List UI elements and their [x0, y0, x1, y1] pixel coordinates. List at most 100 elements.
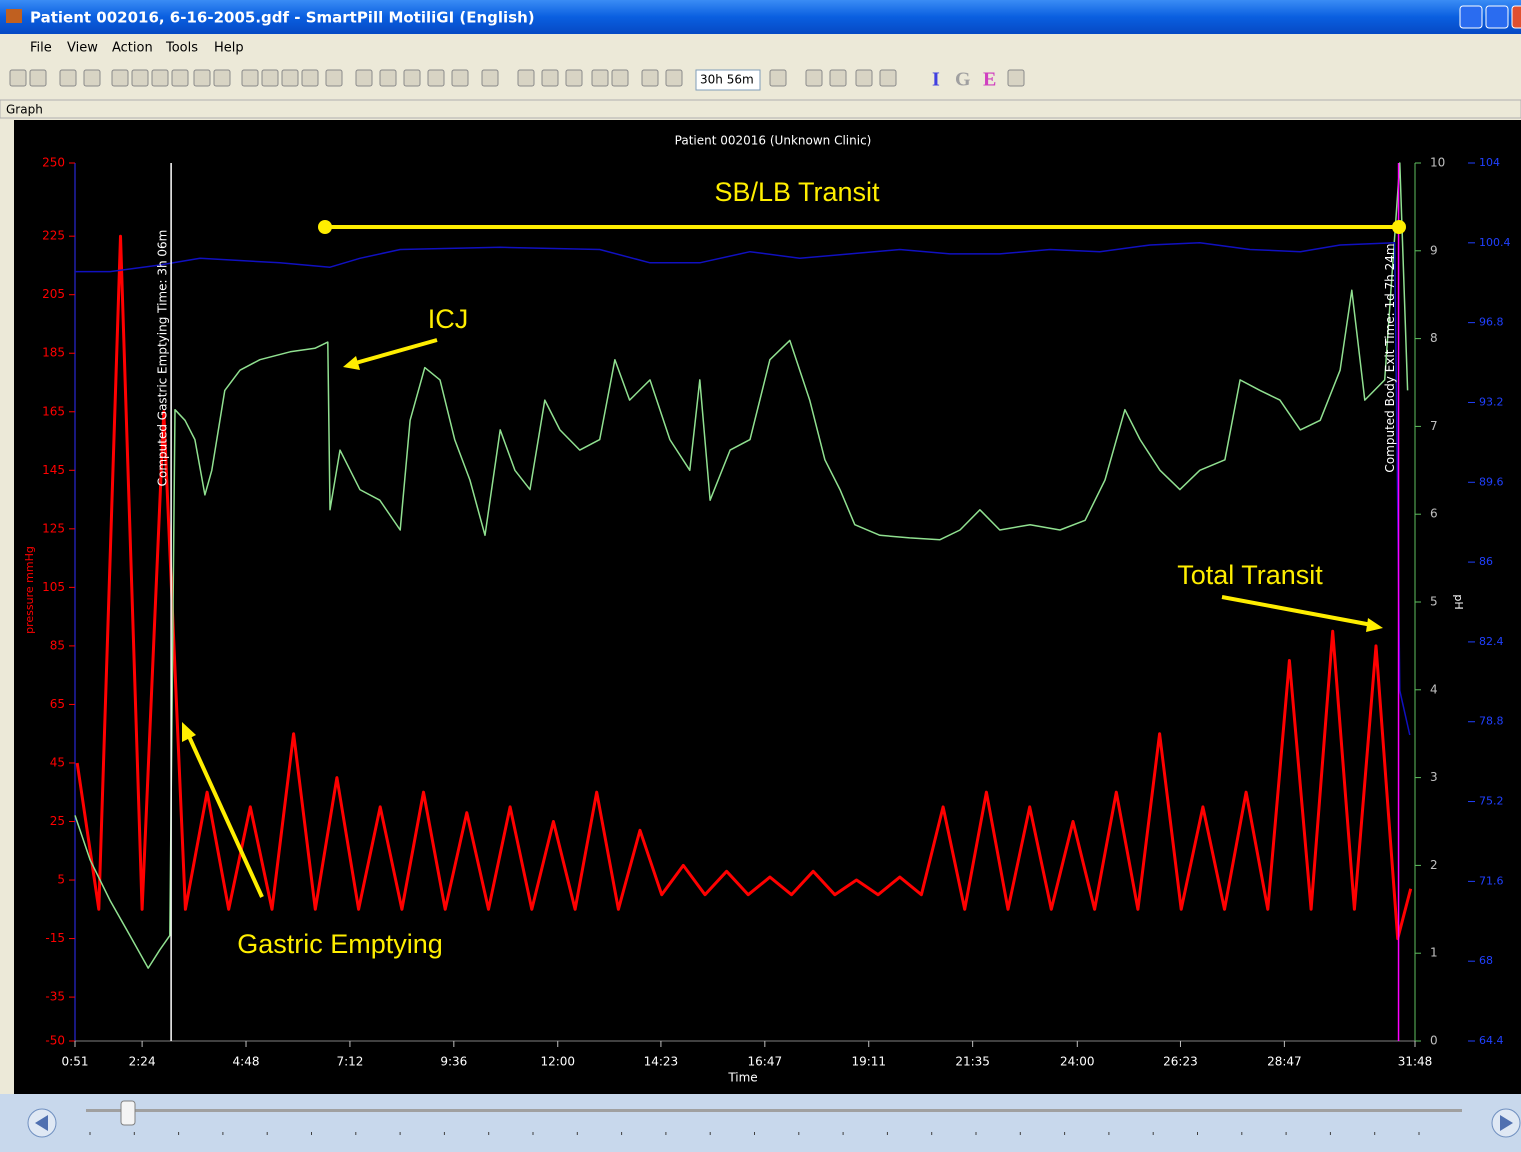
y2-tick-label: 7	[1430, 419, 1438, 433]
annotation: ICJ	[428, 304, 469, 334]
toolbar-button[interactable]	[427, 69, 445, 87]
toolbar-letter[interactable]: E	[983, 69, 996, 91]
y2-tick-label: 5	[1430, 595, 1438, 609]
time-slider-bar	[0, 1094, 1521, 1152]
toolbar-button[interactable]	[9, 69, 27, 87]
toolbar-button[interactable]	[451, 69, 469, 87]
toolbar-button[interactable]	[805, 69, 823, 87]
event-label: Computed Body Exit Time: 1d 7h 24m	[1383, 243, 1397, 472]
x-tick-label: 4:48	[233, 1055, 260, 1069]
y-tick-label: 5	[57, 873, 65, 887]
y3-tick-label: 104	[1479, 156, 1500, 169]
x-tick-label: 28:47	[1267, 1055, 1302, 1069]
toolbar-button[interactable]	[83, 69, 101, 87]
x-tick-label: 16:47	[748, 1055, 783, 1069]
toolbar-button[interactable]	[855, 69, 873, 87]
y-axis-label: pressure mmHg	[23, 546, 36, 634]
x-tick-label: 24:00	[1060, 1055, 1095, 1069]
toolbar-button[interactable]	[59, 69, 77, 87]
toolbar-button[interactable]	[769, 69, 787, 87]
toolbar-button[interactable]	[325, 69, 343, 87]
toolbar-button[interactable]	[665, 69, 683, 87]
y-tick-label: -35	[45, 990, 65, 1004]
menu-item[interactable]: Help	[214, 41, 244, 56]
arrow-head	[182, 722, 196, 742]
minimize-button[interactable]	[1459, 5, 1483, 29]
window-title: Patient 002016, 6-16-2005.gdf - SmartPil…	[30, 9, 535, 27]
toolbar-button[interactable]	[111, 69, 129, 87]
menu-item[interactable]: File	[30, 41, 52, 56]
y3-tick-label: 89.6	[1479, 475, 1504, 488]
annotation-layer: SB/LB Transit ICJ Gastric Emptying Total…	[182, 177, 1406, 959]
toolbar-button[interactable]	[241, 69, 259, 87]
toolbar-button[interactable]	[403, 69, 421, 87]
y2-tick-label: 6	[1430, 507, 1438, 521]
toolbar-button[interactable]	[611, 69, 629, 87]
y2-tick-label: 1	[1430, 946, 1438, 960]
menu-item[interactable]: View	[67, 41, 98, 56]
arrow	[351, 338, 438, 366]
slider-track	[86, 1109, 1462, 1112]
arrow	[185, 731, 264, 898]
chart-title: Patient 002016 (Unknown Clinic)	[675, 134, 872, 148]
y-tick-label: 25	[50, 814, 65, 828]
menu-item[interactable]: Action	[112, 41, 153, 56]
toolbar-button[interactable]	[131, 69, 149, 87]
zoom-combo[interactable]	[695, 69, 761, 91]
y2-tick-label: 2	[1430, 858, 1438, 872]
y2-tick-label: 10	[1430, 156, 1445, 170]
arrow-head	[343, 356, 360, 370]
y3-tick-label: 71.6	[1479, 874, 1504, 887]
toolbar-button[interactable]	[281, 69, 299, 87]
y2-tick-label: 0	[1430, 1034, 1438, 1048]
toolbar-button[interactable]	[481, 69, 499, 87]
x-tick-label: 14:23	[644, 1055, 679, 1069]
toolbar-button[interactable]	[355, 69, 373, 87]
toolbar-button[interactable]	[29, 69, 47, 87]
close-button[interactable]	[1511, 5, 1521, 29]
toolbar-button[interactable]	[151, 69, 169, 87]
restore-button[interactable]	[1485, 5, 1509, 29]
y3-tick-label: 100.4	[1479, 236, 1511, 249]
toolbar-button[interactable]	[301, 69, 319, 87]
toolbar-button[interactable]	[379, 69, 397, 87]
y-tick-label: 85	[50, 638, 65, 652]
toolbar-button[interactable]	[517, 69, 535, 87]
x-tick-label: 2:24	[129, 1055, 156, 1069]
x-axis-label: Time	[727, 1071, 757, 1085]
chart: Patient 002016 (Unknown Clinic) Time pre…	[23, 134, 1511, 1085]
menu-item[interactable]: Tools	[165, 41, 198, 56]
y-tick-label: 165	[42, 404, 65, 418]
arrow-head	[1366, 618, 1383, 632]
y3-tick-label: 86	[1479, 555, 1493, 568]
y-tick-label: 250	[42, 156, 65, 170]
toolbar-button[interactable]	[829, 69, 847, 87]
toolbar-letter[interactable]: I	[932, 69, 940, 91]
toolbar	[9, 69, 1025, 87]
y-tick-label: 125	[42, 521, 65, 535]
toolbar-button[interactable]	[193, 69, 211, 87]
toolbar-button[interactable]	[1007, 69, 1025, 87]
toolbar-letter[interactable]: G	[955, 69, 971, 91]
slider-thumb[interactable]	[120, 1100, 136, 1126]
y-tick-label: -15	[45, 931, 65, 945]
title-bar	[0, 0, 1521, 34]
toolbar-button[interactable]	[565, 69, 583, 87]
toolbar-button[interactable]	[879, 69, 897, 87]
toolbar-button[interactable]	[171, 69, 189, 87]
span-end	[318, 220, 332, 234]
x-tick-label: 19:11	[851, 1055, 886, 1069]
series-line	[75, 242, 1411, 736]
toolbar-button[interactable]	[213, 69, 231, 87]
arrow-icon	[1500, 1115, 1513, 1131]
toolbar-button[interactable]	[541, 69, 559, 87]
y-tick-label: 225	[42, 229, 65, 243]
toolbar-button[interactable]	[641, 69, 659, 87]
y-tick-label: 205	[42, 287, 65, 301]
toolbar-button[interactable]	[261, 69, 279, 87]
event-label: Computed Gastric Emptying Time: 3h 06m	[156, 230, 170, 487]
toolbar-button[interactable]	[591, 69, 609, 87]
y-tick-label: -50	[45, 1034, 65, 1048]
